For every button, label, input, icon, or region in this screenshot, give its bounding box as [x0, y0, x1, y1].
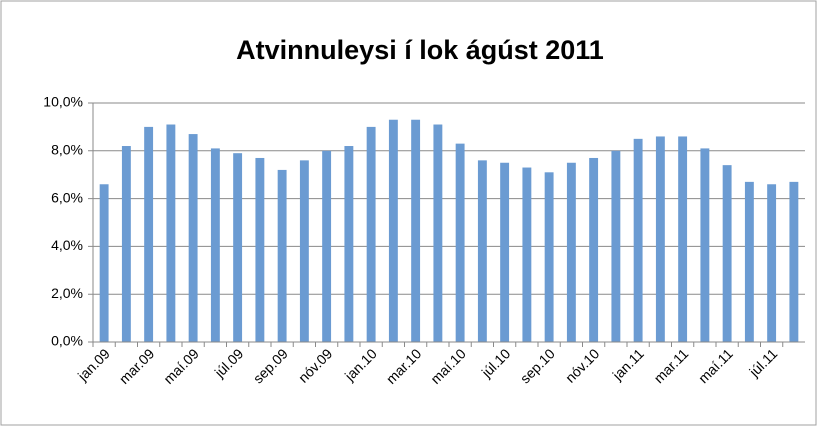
bar [611, 150, 621, 342]
bar [255, 157, 265, 342]
bar [744, 181, 754, 342]
bar [522, 167, 532, 342]
bar [144, 126, 154, 343]
bar [655, 136, 665, 342]
bar [589, 157, 599, 342]
bar [188, 134, 198, 342]
bar [544, 172, 554, 342]
bar [722, 165, 732, 342]
bar [166, 124, 176, 342]
bar [767, 184, 777, 342]
bar [277, 169, 287, 342]
bar [99, 184, 109, 342]
bar [566, 162, 576, 342]
bar [455, 143, 465, 342]
y-tick-label: 10,0% [43, 94, 83, 110]
bar [789, 181, 799, 342]
y-tick-label: 0,0% [51, 333, 83, 349]
bar [322, 150, 332, 342]
bar [700, 148, 710, 342]
y-tick-label: 6,0% [51, 189, 83, 205]
bar [633, 138, 643, 342]
bar [299, 160, 309, 342]
y-tick-label: 2,0% [51, 285, 83, 301]
bar [366, 126, 376, 343]
bar [388, 119, 398, 342]
bar [678, 136, 688, 342]
bar [477, 160, 487, 342]
bar [433, 124, 443, 342]
bar [233, 153, 243, 342]
y-tick-label: 8,0% [51, 142, 83, 158]
chart-title: Atvinnuleysi í lok ágúst 2011 [236, 35, 604, 65]
y-tick-label: 4,0% [51, 237, 83, 253]
bar [500, 162, 510, 342]
bar [210, 148, 220, 342]
bar [121, 146, 131, 342]
bar [344, 146, 354, 342]
bar [411, 119, 421, 342]
